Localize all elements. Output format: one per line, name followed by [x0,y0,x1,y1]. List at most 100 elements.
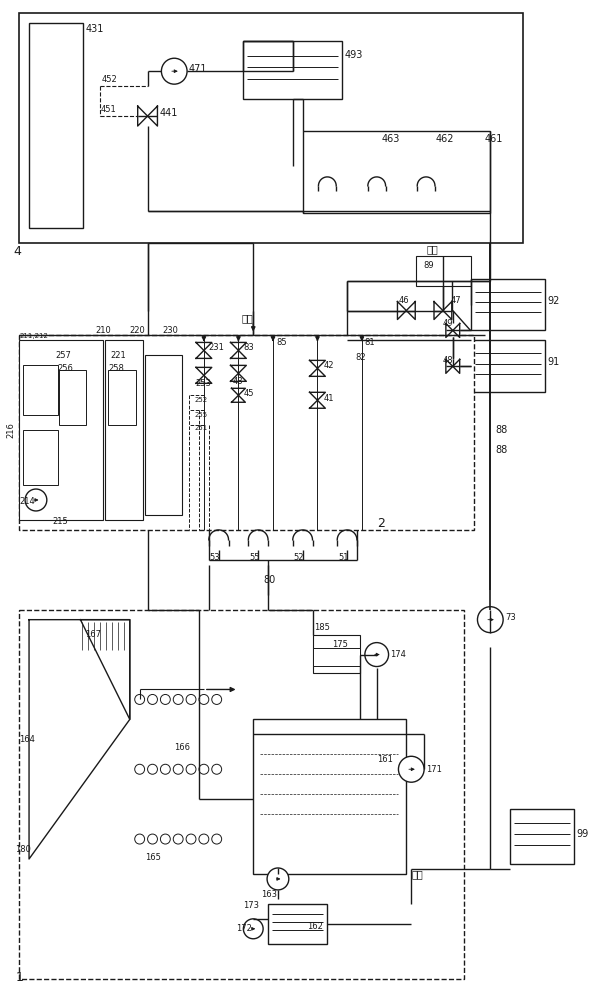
Text: 214: 214 [19,497,35,506]
Text: 51: 51 [338,553,348,562]
Text: 256: 256 [57,364,73,373]
Circle shape [212,834,221,844]
Circle shape [212,764,221,774]
Circle shape [173,694,183,704]
Text: 167: 167 [85,630,101,639]
Text: 1: 1 [15,971,23,984]
Circle shape [160,764,170,774]
Text: 185: 185 [314,623,330,632]
Text: 165: 165 [144,853,160,862]
Circle shape [160,694,170,704]
Bar [23,365,57,415]
Circle shape [186,834,196,844]
Bar [510,809,574,864]
Text: 258: 258 [108,364,124,373]
Circle shape [147,764,157,774]
Text: 210: 210 [95,326,111,335]
Bar [243,41,342,99]
Text: 441: 441 [159,108,178,118]
Text: 173: 173 [243,901,259,910]
Text: 52: 52 [294,553,304,562]
Circle shape [147,694,157,704]
Bar [303,131,490,213]
Text: 99: 99 [576,829,588,839]
Circle shape [162,58,187,84]
Text: 2: 2 [377,517,385,530]
Text: 163: 163 [261,890,277,899]
Text: 164: 164 [19,735,35,744]
Text: 180: 180 [15,845,31,854]
Circle shape [135,694,144,704]
Text: 220: 220 [130,326,146,335]
Bar [19,610,464,979]
Text: 471: 471 [189,64,208,74]
Circle shape [186,694,196,704]
Text: 纯水: 纯水 [242,314,253,324]
Text: 42: 42 [323,361,334,370]
Text: 55: 55 [249,553,259,562]
Circle shape [212,694,221,704]
Bar [105,340,143,520]
Text: 221: 221 [110,351,126,360]
Text: 463: 463 [382,134,400,144]
Bar [19,335,474,530]
Text: 88: 88 [496,425,507,435]
Text: 88: 88 [496,445,507,455]
Text: 255: 255 [195,412,208,418]
Text: 161: 161 [377,755,392,764]
Text: 215: 215 [53,517,69,526]
Text: 431: 431 [85,24,104,34]
Text: 166: 166 [174,743,190,752]
Text: 47: 47 [451,296,461,305]
Text: 49: 49 [443,319,453,328]
Bar [313,648,360,666]
Text: 171: 171 [426,765,442,774]
Text: 48: 48 [443,356,453,365]
Text: 82: 82 [355,353,366,362]
Text: 461: 461 [484,134,503,144]
Circle shape [160,834,170,844]
Text: 252: 252 [195,397,208,403]
Text: 452: 452 [101,75,117,84]
Bar [416,256,471,286]
Text: 493: 493 [344,50,362,60]
Circle shape [25,489,47,511]
Text: 175: 175 [332,640,348,649]
Text: 氮气: 氮气 [426,244,438,254]
Bar [29,23,83,228]
Text: 43: 43 [233,377,243,386]
Circle shape [135,764,144,774]
Bar [23,430,57,485]
Bar [19,340,103,520]
Text: 81: 81 [365,338,375,347]
Text: 462: 462 [436,134,455,144]
Text: 230: 230 [162,326,178,335]
Circle shape [135,834,144,844]
Bar [19,13,523,243]
Text: 451: 451 [100,105,116,114]
Text: 211,212: 211,212 [19,333,48,339]
Text: 231: 231 [209,343,225,352]
Circle shape [199,764,209,774]
Text: 80: 80 [263,575,275,585]
Text: 41: 41 [323,394,334,403]
Text: 162: 162 [308,922,323,931]
Circle shape [365,643,388,667]
Circle shape [199,834,209,844]
Bar [59,370,86,425]
Bar [253,719,406,874]
Text: 83: 83 [243,343,254,352]
Circle shape [243,919,263,939]
Text: 216: 216 [7,422,16,438]
Bar [268,904,327,944]
Text: 257: 257 [56,351,72,360]
Circle shape [147,834,157,844]
Text: 172: 172 [236,924,252,933]
Text: 251: 251 [195,425,208,431]
Text: 92: 92 [548,296,560,306]
Bar [313,635,360,673]
Text: 46: 46 [398,296,409,305]
Text: 45: 45 [243,389,254,398]
Circle shape [173,764,183,774]
Circle shape [267,868,289,890]
